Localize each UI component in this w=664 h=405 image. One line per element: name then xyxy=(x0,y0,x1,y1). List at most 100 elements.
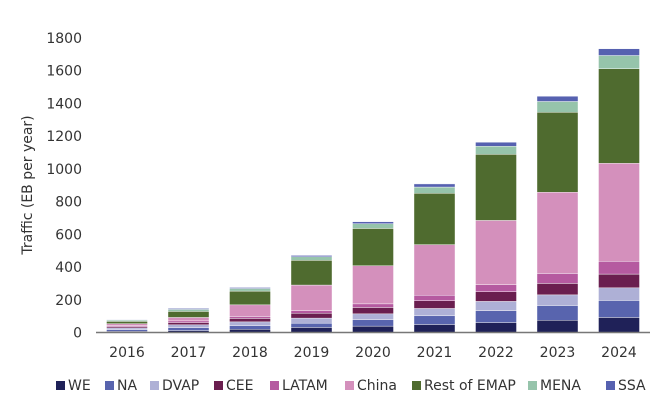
bar-segment-cee xyxy=(353,307,394,313)
bar-segment-dvap xyxy=(414,308,455,315)
bar-segment-dvap xyxy=(291,318,332,323)
x-tick-label: 2022 xyxy=(478,345,514,361)
bar-segment-china xyxy=(353,266,394,304)
legend-swatch xyxy=(270,381,279,390)
bar-segment-cee xyxy=(291,313,332,318)
bar-segment-cee xyxy=(476,292,517,302)
legend-swatch xyxy=(214,381,223,390)
bar-segment-china xyxy=(537,192,578,273)
legend-item: WE xyxy=(56,378,91,394)
legend-swatch xyxy=(412,381,421,390)
x-tick-label: 2018 xyxy=(232,345,268,361)
bar-segment-na xyxy=(107,330,148,332)
bar-segment-cee xyxy=(230,318,271,321)
y-axis-label: Traffic (EB per year) xyxy=(20,115,36,255)
legend-item: CEE xyxy=(214,378,253,394)
bar-segment-dvap xyxy=(599,288,640,301)
legend-item: NA xyxy=(105,378,137,394)
legend-label: DVAP xyxy=(162,378,199,394)
bar-segment-dvap xyxy=(353,314,394,320)
bar-stack-2018 xyxy=(230,288,271,333)
x-tick-label: 2020 xyxy=(355,345,391,361)
bar-segment-na xyxy=(353,320,394,326)
y-tick-label: 1800 xyxy=(46,31,82,47)
bar-segment-latam xyxy=(353,304,394,308)
bar-segment-ssa xyxy=(414,184,455,187)
bar-segment-ssa xyxy=(230,288,271,289)
bar-segment-rest-of-emap xyxy=(107,321,148,323)
bar-segment-na xyxy=(537,306,578,321)
bar-segment-dvap xyxy=(168,325,209,328)
bar-segment-na xyxy=(476,311,517,323)
bar-segment-cee xyxy=(537,283,578,294)
y-tick-label: 1200 xyxy=(46,129,82,145)
bar-stack-2024 xyxy=(599,49,640,333)
bar-segment-rest-of-emap xyxy=(230,291,271,305)
bar-segment-mena xyxy=(599,56,640,69)
legend-swatch xyxy=(150,381,159,390)
bar-segment-mena xyxy=(537,101,578,112)
bar-segment-rest-of-emap xyxy=(537,112,578,192)
x-tick-label: 2017 xyxy=(171,345,207,361)
x-tick-label: 2021 xyxy=(417,345,453,361)
bar-segment-we xyxy=(537,320,578,332)
bar-segment-cee xyxy=(414,301,455,309)
bar-segment-na xyxy=(414,316,455,325)
bar-segment-we xyxy=(599,317,640,332)
legend-swatch xyxy=(56,381,65,390)
bar-segment-we xyxy=(414,324,455,332)
legend-item: SSA xyxy=(606,378,646,394)
legend-item: LATAM xyxy=(270,378,328,394)
bar-segment-dvap xyxy=(107,328,148,330)
bar-segment-china xyxy=(414,245,455,296)
legend-swatch xyxy=(345,381,354,390)
legend-swatch xyxy=(606,381,615,390)
bar-segment-na xyxy=(291,323,332,327)
y-tick-label: 1400 xyxy=(46,96,82,112)
bar-segment-rest-of-emap xyxy=(414,193,455,244)
bar-segment-latam xyxy=(537,273,578,283)
bar-stack-2019 xyxy=(291,255,332,332)
legend-item: Rest of EMAP xyxy=(412,378,516,394)
bar-segment-china xyxy=(230,305,271,317)
bar-segment-mena xyxy=(230,288,271,291)
legend-label: China xyxy=(357,378,397,394)
x-tick-label: 2016 xyxy=(109,345,145,361)
bar-segment-mena xyxy=(168,309,209,311)
bar-stack-2021 xyxy=(414,184,455,333)
bar-stack-2020 xyxy=(353,222,394,333)
bar-segment-ssa xyxy=(353,222,394,224)
y-tick-label: 1600 xyxy=(46,64,82,80)
bar-segment-dvap xyxy=(230,322,271,326)
bar-segment-ssa xyxy=(537,96,578,101)
bar-segment-rest-of-emap xyxy=(476,154,517,220)
y-tick-label: 0 xyxy=(73,326,82,342)
bar-segment-na xyxy=(168,328,209,331)
bar-segment-china xyxy=(476,220,517,284)
bar-segment-dvap xyxy=(476,301,517,310)
bar-segment-dvap xyxy=(537,295,578,306)
legend-swatch xyxy=(105,381,114,390)
bar-segment-we xyxy=(476,323,517,333)
bar-segment-mena xyxy=(414,187,455,193)
bar-segment-ssa xyxy=(168,308,209,309)
y-tick-label: 200 xyxy=(55,293,82,309)
bar-segment-cee xyxy=(599,274,640,288)
x-tick-label: 2024 xyxy=(601,345,637,361)
legend-item: MENA xyxy=(528,378,581,394)
bar-segment-china xyxy=(168,317,209,320)
legend-label: CEE xyxy=(226,378,253,394)
bar-segment-ssa xyxy=(476,142,517,146)
bar-segment-ssa xyxy=(599,49,640,56)
bar-segment-we xyxy=(353,326,394,332)
bar-segment-cee xyxy=(168,323,209,325)
bar-segment-na xyxy=(599,300,640,317)
legend-swatch xyxy=(528,381,537,390)
y-tick-label: 400 xyxy=(55,260,82,276)
bar-segment-latam xyxy=(414,295,455,301)
legend-item: China xyxy=(345,378,397,394)
bar-stack-2022 xyxy=(476,142,517,332)
legend-label: SSA xyxy=(618,378,646,394)
bar-segment-latam xyxy=(230,316,271,318)
